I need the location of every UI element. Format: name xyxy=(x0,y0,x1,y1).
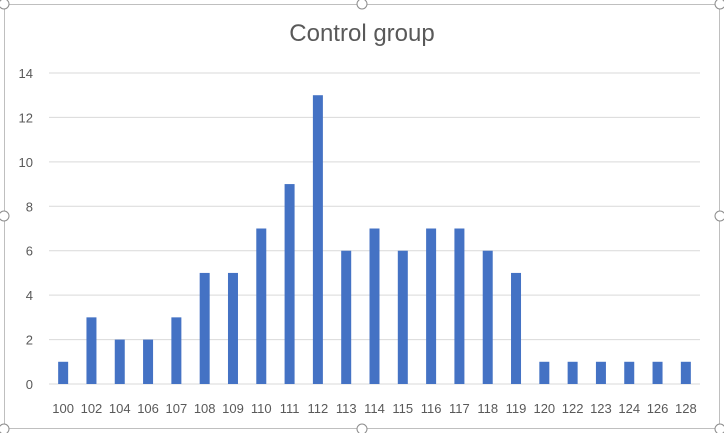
y-tick-label: 12 xyxy=(19,110,33,125)
bars xyxy=(58,95,691,384)
bar-100[interactable] xyxy=(58,361,69,384)
bar-122[interactable] xyxy=(567,361,578,384)
y-tick-label: 2 xyxy=(26,333,33,348)
x-tick-label: 117 xyxy=(449,401,470,416)
x-tick-label: 100 xyxy=(52,401,74,416)
bar-128[interactable] xyxy=(680,361,691,384)
bar-110[interactable] xyxy=(256,228,267,385)
resize-handle[interactable] xyxy=(0,423,10,433)
bar-107[interactable] xyxy=(171,317,182,384)
resize-handle[interactable] xyxy=(714,423,724,433)
chart-border xyxy=(4,4,720,429)
y-tick-label: 0 xyxy=(26,377,33,392)
x-tick-label: 113 xyxy=(336,401,357,416)
bar-116[interactable] xyxy=(426,228,437,385)
x-tick-label: 104 xyxy=(109,401,131,416)
x-tick-label: 108 xyxy=(194,401,216,416)
x-tick-label: 107 xyxy=(166,401,188,416)
bar-113[interactable] xyxy=(341,250,352,384)
resize-handle[interactable] xyxy=(714,210,724,222)
x-tick-label: 128 xyxy=(675,401,697,416)
y-tick-label: 4 xyxy=(26,288,33,303)
x-axis-ticks: 100 102 104 106 107 108 109 110 111 112 113 114 115 1… xyxy=(52,401,696,416)
resize-handle[interactable] xyxy=(0,210,10,222)
x-tick-label: 109 xyxy=(222,401,244,416)
x-tick-label: 102 xyxy=(81,401,103,416)
resize-handle[interactable] xyxy=(0,0,10,10)
bar-120[interactable] xyxy=(539,361,550,384)
x-tick-label: 111 xyxy=(280,401,300,416)
bar-126[interactable] xyxy=(652,361,663,384)
resize-handle[interactable] xyxy=(714,0,724,10)
bar-111[interactable] xyxy=(284,184,295,384)
x-tick-label: 112 xyxy=(308,401,329,416)
chart-title: Control group xyxy=(289,20,434,47)
bar-123[interactable] xyxy=(595,361,606,384)
x-tick-label: 110 xyxy=(251,401,272,416)
bar-102[interactable] xyxy=(86,317,97,384)
bar-106[interactable] xyxy=(143,339,154,384)
y-tick-label: 6 xyxy=(26,244,33,259)
bar-114[interactable] xyxy=(369,228,380,385)
bar-104[interactable] xyxy=(114,339,125,384)
y-tick-label: 14 xyxy=(19,66,33,81)
bar-109[interactable] xyxy=(227,272,238,384)
x-tick-label: 118 xyxy=(477,401,498,416)
bar-108[interactable] xyxy=(199,272,210,384)
bar-118[interactable] xyxy=(482,250,493,384)
x-tick-label: 119 xyxy=(506,401,527,416)
bar-112[interactable] xyxy=(312,95,323,384)
y-tick-label: 8 xyxy=(26,199,33,214)
x-tick-label: 115 xyxy=(392,401,413,416)
resize-handle[interactable] xyxy=(356,423,368,433)
resize-handle[interactable] xyxy=(356,0,368,10)
y-axis-ticks: 0 2 4 6 8 10 12 14 xyxy=(19,66,33,392)
bar-115[interactable] xyxy=(397,250,408,384)
x-tick-label: 116 xyxy=(421,401,442,416)
x-tick-label: 126 xyxy=(647,401,669,416)
bar-117[interactable] xyxy=(454,228,465,385)
x-tick-label: 106 xyxy=(137,401,159,416)
bar-119[interactable] xyxy=(511,272,522,384)
bar-124[interactable] xyxy=(624,361,635,384)
x-tick-label: 122 xyxy=(562,401,584,416)
x-tick-label: 114 xyxy=(364,401,385,416)
x-tick-label: 124 xyxy=(618,401,640,416)
x-tick-label: 123 xyxy=(590,401,612,416)
x-tick-label: 120 xyxy=(533,401,555,416)
y-tick-label: 10 xyxy=(19,155,33,170)
